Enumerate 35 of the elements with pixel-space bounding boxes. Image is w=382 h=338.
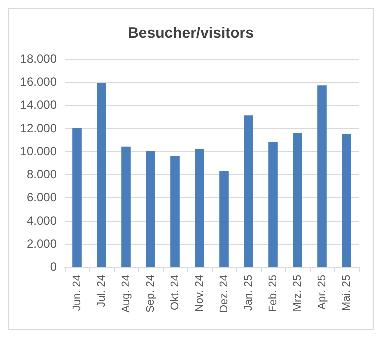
x-tick-label: Aug. 24	[120, 275, 132, 313]
bar	[244, 116, 254, 267]
bar	[318, 86, 327, 267]
x-tick-label: Jul. 24	[96, 275, 108, 308]
x-tick-label: Jan. 25	[242, 275, 255, 312]
bar	[195, 149, 204, 267]
y-tick-label: 2.000	[26, 236, 58, 251]
y-tick-label: 12.000	[20, 121, 58, 136]
bar	[342, 134, 352, 267]
y-tick-label: 4.000	[26, 214, 58, 228]
bar	[97, 83, 106, 267]
y-tick-label: 6.000	[26, 190, 58, 205]
bar	[146, 151, 156, 267]
bar	[170, 156, 180, 267]
y-tick-label: 8.000	[26, 168, 58, 182]
x-tick-label: Mai. 25	[340, 275, 353, 312]
y-tick-label: 18.000	[20, 52, 58, 66]
y-tick-label: 14.000	[20, 98, 58, 112]
bar	[268, 142, 278, 267]
bar	[293, 132, 302, 267]
y-tick-label: 16.000	[20, 75, 58, 90]
chart-title: Besucher/visitors	[128, 25, 254, 42]
x-tick-label: Dez. 24	[218, 275, 230, 313]
x-tick-label: Apr. 25	[316, 275, 328, 310]
x-tick-label: Mrz. 25	[292, 275, 304, 312]
y-tick-label: 0	[50, 260, 58, 274]
bar	[122, 146, 131, 267]
bar	[220, 171, 229, 267]
y-tick-label: 10.000	[20, 144, 58, 158]
x-tick-label: Feb. 25	[267, 275, 280, 312]
bar	[72, 128, 82, 267]
x-tick-label: Nov. 24	[194, 275, 206, 312]
x-tick-label: Jun. 24	[71, 275, 84, 312]
x-tick-label: Okt. 24	[169, 275, 182, 310]
x-tick-label: Sep. 24	[144, 275, 157, 313]
